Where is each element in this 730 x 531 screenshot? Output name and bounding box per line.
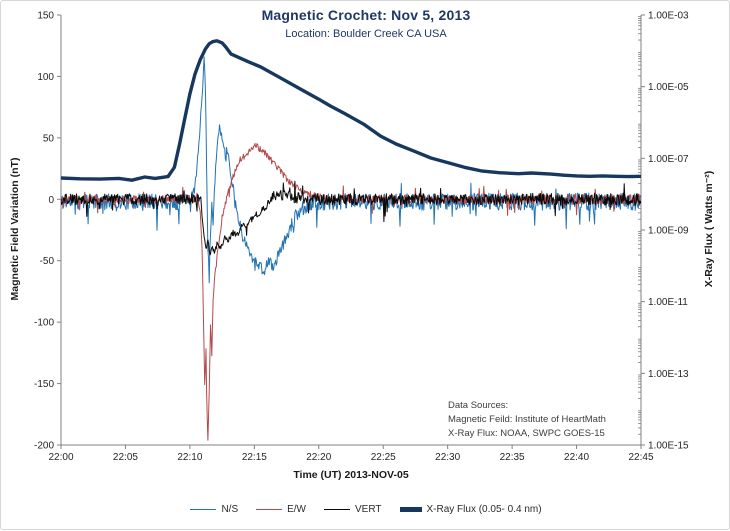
chart-legend: N/S E/W VERT X-Ray Flux (0.05- 0.4 nm)	[1, 504, 730, 515]
legend-item-vert: VERT	[324, 504, 382, 515]
y-right-tick-label: 1.00E-15	[648, 441, 689, 452]
y-left-tick-label: -200	[34, 441, 54, 452]
x-tick-label: 22:15	[242, 452, 267, 463]
legend-item-ew: E/W	[256, 504, 306, 515]
y-right-tick-label: 1.00E-03	[648, 11, 689, 22]
annotation-line-3: X-Ray Flux: NOAA, SWPC GOES-15	[448, 428, 605, 439]
x-tick-label: 22:10	[177, 452, 202, 463]
series-ns	[61, 56, 641, 284]
ew-line-swatch	[256, 508, 283, 511]
y-left-tick-label: 0	[48, 195, 54, 206]
vert-line-swatch	[324, 508, 350, 511]
y-left-tick-label: 50	[43, 133, 55, 144]
x-tick-label: 22:20	[306, 452, 331, 463]
y-left-tick-label: 100	[37, 72, 54, 83]
annotation-line-1: Data Sources:	[448, 400, 509, 411]
series-ew	[61, 142, 641, 441]
x-tick-label: 22:40	[564, 452, 589, 463]
x-tick-label: 22:05	[113, 452, 138, 463]
x-tick-label: 22:25	[371, 452, 396, 463]
y-right-tick-label: 1.00E-07	[648, 154, 689, 165]
y-axis-title-right: X-Ray Flux ( Watts m⁻²)	[703, 170, 715, 288]
y-left-tick-label: -150	[34, 379, 54, 390]
y-left-tick-label: 150	[37, 11, 54, 22]
y-right-tick-label: 1.00E-09	[648, 226, 689, 237]
data-sources-annotation: Data Sources: Magnetic Feild: Institute …	[448, 399, 606, 441]
chart-title: Magnetic Crochet: Nov 5, 2013	[261, 7, 471, 23]
y-right-tick-label: 1.00E-05	[648, 82, 689, 93]
x-tick-label: 22:30	[435, 452, 460, 463]
legend-item-ns: N/S	[190, 504, 238, 515]
x-axis-title: Time (UT) 2013-NOV-05	[293, 469, 409, 481]
x-tick-label: 22:45	[628, 452, 653, 463]
chart-subtitle: Location: Boulder Creek CA USA	[285, 28, 447, 40]
x-tick-label: 22:00	[48, 452, 73, 463]
legend-label-ew: E/W	[287, 504, 306, 515]
y-right-tick-label: 1.00E-11	[648, 297, 688, 308]
legend-label-vert: VERT	[355, 504, 382, 515]
y-right-tick-label: 1.00E-13	[648, 369, 689, 380]
legend-label-ns: N/S	[221, 504, 239, 515]
legend-label-xray: X-Ray Flux (0.05- 0.4 nm)	[426, 504, 542, 515]
y-axis-title-left: Magnetic Field Variation (nT)	[9, 157, 21, 301]
ns-line-swatch	[190, 508, 217, 511]
xray-line-swatch	[399, 507, 422, 512]
legend-item-xray: X-Ray Flux (0.05- 0.4 nm)	[399, 504, 542, 515]
y-left-tick-label: -50	[40, 256, 55, 267]
series-xray-flux	[61, 39, 641, 182]
y-left-tick-label: -100	[34, 318, 54, 329]
series-group	[61, 39, 641, 441]
x-tick-label: 22:35	[500, 452, 525, 463]
annotation-line-2: Magnetic Feild: Institute of HeartMath	[448, 414, 606, 425]
series-vert	[61, 180, 641, 256]
